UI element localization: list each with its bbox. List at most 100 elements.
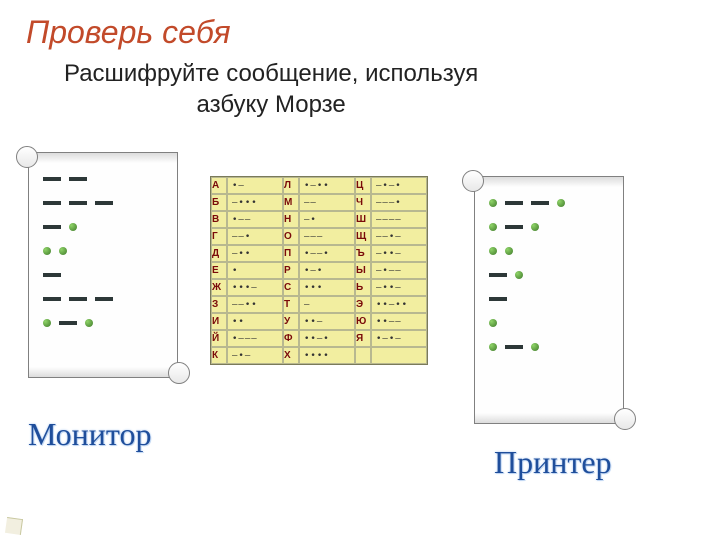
alpha-code: —• <box>299 211 355 228</box>
alpha-letter: Ф <box>283 330 299 347</box>
morse-dot-icon <box>85 319 93 327</box>
morse-dot-icon <box>531 343 539 351</box>
alpha-letter: Н <box>283 211 299 228</box>
alpha-code: —•—— <box>371 262 427 279</box>
morse-dash-icon <box>505 345 523 349</box>
morse-dot-icon <box>69 223 77 231</box>
table-row: К—•—Х•••• <box>211 347 427 364</box>
morse-dash-icon <box>489 273 507 277</box>
alpha-letter: М <box>283 194 299 211</box>
table-row: Ж•••—С•••Ь—••— <box>211 279 427 296</box>
page-title: Проверь себя <box>26 14 231 51</box>
morse-line <box>43 191 167 215</box>
alpha-code: ••—• <box>299 330 355 347</box>
instruction-text: Расшифруйте сообщение, используя азбуку … <box>64 58 478 120</box>
morse-dash-icon <box>489 297 507 301</box>
alpha-letter: Ю <box>355 313 371 330</box>
morse-line <box>489 191 613 215</box>
alpha-letter: О <box>283 228 299 245</box>
alpha-letter: Э <box>355 296 371 313</box>
morse-dash-icon <box>505 201 523 205</box>
alpha-letter: Б <box>211 194 227 211</box>
morse-line <box>43 215 167 239</box>
morse-scroll-left <box>28 152 178 378</box>
morse-line <box>43 167 167 191</box>
alpha-letter: Т <box>283 296 299 313</box>
alpha-code: •—— <box>227 211 283 228</box>
morse-scroll-right <box>474 176 624 424</box>
alpha-code: •——— <box>227 330 283 347</box>
alpha-code: •••• <box>299 347 355 364</box>
morse-dot-icon <box>489 199 497 207</box>
alpha-letter: Ш <box>355 211 371 228</box>
morse-dot-icon <box>59 247 67 255</box>
morse-dash-icon <box>43 273 61 277</box>
morse-dash-icon <box>43 225 61 229</box>
morse-dash-icon <box>69 297 87 301</box>
alpha-letter <box>355 347 371 364</box>
alpha-letter: У <box>283 313 299 330</box>
morse-dash-icon <box>43 297 61 301</box>
answer-left: Монитор <box>28 416 151 453</box>
morse-dot-icon <box>489 343 497 351</box>
alpha-code: —••• <box>227 194 283 211</box>
alpha-letter: В <box>211 211 227 228</box>
alpha-letter: Й <box>211 330 227 347</box>
alpha-code: ———— <box>371 211 427 228</box>
alpha-letter: А <box>211 177 227 194</box>
alpha-code: •— <box>227 177 283 194</box>
alpha-letter: К <box>211 347 227 364</box>
alpha-letter: Х <box>283 347 299 364</box>
instruction-line-1: Расшифруйте сообщение, используя <box>64 60 478 87</box>
alpha-letter: Д <box>211 245 227 262</box>
alpha-code: •• <box>227 313 283 330</box>
scroll-curl-icon <box>168 362 190 384</box>
table-row: И••У••—Ю••—— <box>211 313 427 330</box>
morse-dash-icon <box>505 225 523 229</box>
answer-right: Принтер <box>494 444 612 481</box>
page-corner-fold-icon <box>5 517 23 535</box>
morse-dash-icon <box>69 201 87 205</box>
morse-line <box>489 239 613 263</box>
morse-dot-icon <box>557 199 565 207</box>
table-row: Б—•••М——Ч———• <box>211 194 427 211</box>
morse-dash-icon <box>69 177 87 181</box>
table-row: Е•Р•—•Ы—•—— <box>211 262 427 279</box>
alpha-letter: Ъ <box>355 245 371 262</box>
morse-line <box>489 335 613 359</box>
alpha-letter: П <box>283 245 299 262</box>
scroll-curl-icon <box>614 408 636 430</box>
alpha-code: ——•• <box>227 296 283 313</box>
morse-dot-icon <box>43 319 51 327</box>
morse-line <box>43 287 167 311</box>
alpha-code: ••— <box>299 313 355 330</box>
morse-line <box>489 215 613 239</box>
alpha-code: •—• <box>299 262 355 279</box>
alpha-code: •••— <box>227 279 283 296</box>
alpha-letter: Е <box>211 262 227 279</box>
morse-dot-icon <box>531 223 539 231</box>
morse-line <box>489 311 613 335</box>
alpha-code: ———• <box>371 194 427 211</box>
morse-dot-icon <box>515 271 523 279</box>
alpha-code: —••— <box>371 245 427 262</box>
morse-dot-icon <box>43 247 51 255</box>
alpha-code: •—•• <box>299 177 355 194</box>
table-row: Й•———Ф••—•Я•—•— <box>211 330 427 347</box>
morse-dash-icon <box>95 201 113 205</box>
alpha-code: ••—— <box>371 313 427 330</box>
table-row: А•—Л•—••Ц—•—• <box>211 177 427 194</box>
alpha-letter: Ц <box>355 177 371 194</box>
instruction-line-2: азбуку Морзе <box>197 91 346 118</box>
alpha-letter: Ч <box>355 194 371 211</box>
alpha-code: ••—•• <box>371 296 427 313</box>
morse-dot-icon <box>489 247 497 255</box>
morse-dot-icon <box>489 319 497 327</box>
alpha-code: • <box>227 262 283 279</box>
morse-dash-icon <box>59 321 77 325</box>
morse-dash-icon <box>43 177 61 181</box>
alpha-letter: С <box>283 279 299 296</box>
alpha-code: — <box>299 296 355 313</box>
morse-alphabet-table: А•—Л•—••Ц—•—•Б—•••М——Ч———•В•——Н—•Ш————Г—… <box>210 176 428 365</box>
morse-line <box>489 263 613 287</box>
